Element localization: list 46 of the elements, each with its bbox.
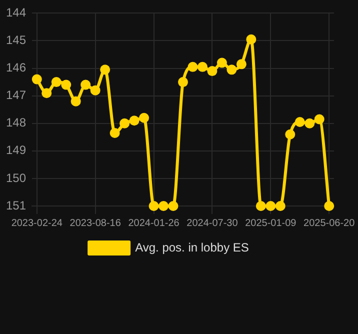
x-tick-label: 2024-07-30 bbox=[186, 218, 238, 229]
point bbox=[236, 59, 246, 70]
point bbox=[129, 116, 140, 126]
point bbox=[314, 114, 324, 124]
point bbox=[216, 58, 227, 68]
point bbox=[207, 66, 218, 76]
y-tick-label: 149 bbox=[6, 143, 26, 158]
point bbox=[110, 128, 120, 138]
point bbox=[32, 74, 42, 84]
point bbox=[285, 129, 296, 140]
y-tick-label: 144 bbox=[6, 6, 26, 20]
x-tick-label: 2025-01-09 bbox=[245, 218, 297, 229]
y-tick-label: 148 bbox=[6, 116, 26, 130]
legend-label: Avg. pos. in lobby ES bbox=[135, 240, 249, 254]
x-tick-label: 2023-08-16 bbox=[70, 218, 122, 229]
point bbox=[324, 201, 334, 211]
x-tick-label: 2025-06-20 bbox=[304, 218, 356, 229]
point bbox=[226, 64, 237, 75]
point bbox=[197, 62, 208, 72]
x-tick-label: 2024-01-26 bbox=[128, 218, 180, 229]
point bbox=[188, 62, 198, 72]
point bbox=[42, 88, 52, 98]
point bbox=[168, 201, 178, 211]
point bbox=[148, 201, 159, 211]
y-tick-label: 151 bbox=[6, 198, 26, 212]
y-tick-label: 150 bbox=[6, 170, 26, 185]
point bbox=[100, 64, 110, 75]
point bbox=[80, 80, 91, 90]
point bbox=[266, 201, 276, 211]
point bbox=[51, 77, 62, 88]
y-tick-label: 147 bbox=[6, 88, 26, 102]
point bbox=[120, 118, 130, 128]
point bbox=[70, 96, 81, 106]
point bbox=[178, 77, 188, 88]
y-tick-label: 146 bbox=[6, 60, 26, 75]
y-tick-label: 145 bbox=[6, 33, 26, 48]
point bbox=[256, 201, 266, 211]
point bbox=[246, 34, 256, 44]
point bbox=[158, 201, 169, 211]
point bbox=[275, 201, 286, 211]
point bbox=[294, 116, 305, 127]
point bbox=[139, 112, 150, 123]
point bbox=[61, 80, 72, 90]
point bbox=[304, 118, 315, 128]
point bbox=[90, 85, 100, 96]
x-tick-label: 2023-02-24 bbox=[11, 218, 63, 229]
